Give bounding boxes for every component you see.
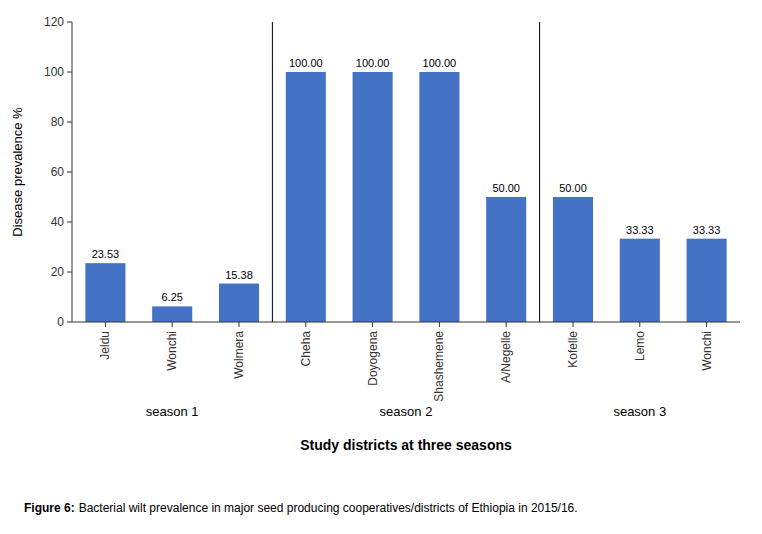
caption: Figure 6: Bacterial wilt prevalence in ma… [24,501,578,515]
group-label: season 1 [146,404,199,419]
y-tick-label: 20 [51,265,65,279]
group-divider [272,22,273,322]
x-tick [239,322,240,327]
y-tick [67,72,72,73]
caption-text: Bacterial wilt prevalence in major seed … [79,501,578,515]
data-label: 100.00 [423,57,457,69]
data-label: 100.00 [356,57,390,69]
data-label: 100.00 [289,57,323,69]
group-label: season 2 [380,404,433,419]
x-tick [639,322,640,327]
x-tick [305,322,306,327]
y-tick-label: 40 [51,215,65,229]
y-tick [67,272,72,273]
x-tick [439,322,440,327]
y-tick-label: 100 [44,65,64,79]
bar [219,284,259,322]
x-tick-label: Lemo [633,331,647,361]
data-label: 23.53 [92,248,120,260]
caption-label: Figure 6: [24,501,75,515]
chart-svg: 0 20 40 60 80 100 120 23.53 6.25 15.38 100.00 100.0… [0,0,762,534]
y-tick [67,322,72,323]
y-tick [67,122,72,123]
x-tick-label: Jeldu [98,331,112,360]
x-tick-label: A/Negelle [499,331,513,383]
data-label: 6.25 [161,291,182,303]
chart-container: 0 20 40 60 80 100 120 23.53 6.25 15.38 100.00 100.0… [0,0,762,534]
y-tick [67,172,72,173]
x-tick-label: Kofelle [566,331,580,368]
group-label: season 3 [613,404,666,419]
bar [85,263,125,322]
x-tick-label: Shashemene [432,331,446,402]
x-axis-label: Study districts at three seasons [300,437,512,453]
x-tick-label: Doyogena [366,331,380,386]
bar [553,197,593,322]
y-tick-label: 80 [51,115,65,129]
y-tick-label: 60 [51,165,65,179]
data-label: 15.38 [225,269,253,281]
data-label: 50.00 [492,182,520,194]
y-tick-label: 0 [57,315,64,329]
x-tick-label: Wonchi [700,331,714,371]
x-tick [706,322,707,327]
data-label: 33.33 [693,224,721,236]
x-tick-label: Cheha [299,331,313,367]
bar [353,72,393,322]
x-tick [573,322,574,327]
group-divider [539,22,540,322]
y-tick [67,222,72,223]
x-tick-label: Wolmera [232,331,246,379]
data-label: 50.00 [559,182,587,194]
bar [152,306,192,322]
x-tick [105,322,106,327]
x-tick [372,322,373,327]
bar [620,239,660,322]
bar [687,239,727,322]
data-label: 33.33 [626,224,654,236]
y-axis-label: Disease prevalence % [10,107,25,237]
y-tick [67,22,72,23]
y-tick-label: 120 [44,15,64,29]
x-tick [172,322,173,327]
y-axis [72,22,73,322]
bar [486,197,526,322]
x-tick [506,322,507,327]
bar [419,72,459,322]
x-tick-label: Wonchi [165,331,179,371]
bar [286,72,326,322]
